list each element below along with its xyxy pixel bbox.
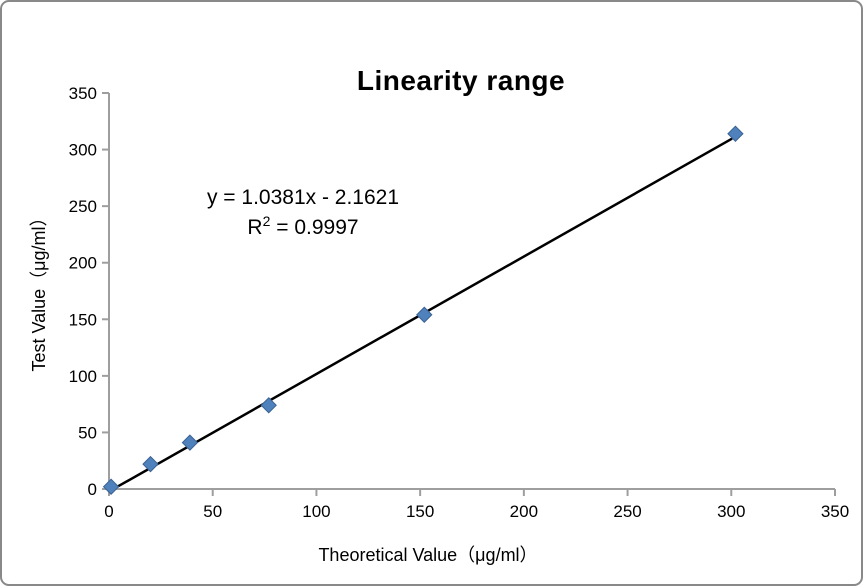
y-tick-label: 250 <box>69 197 97 216</box>
r-squared-exponent: 2 <box>262 213 271 229</box>
y-tick-label: 50 <box>78 423 97 442</box>
chart-title: Linearity range <box>356 65 566 96</box>
y-tick-label: 100 <box>69 367 97 386</box>
x-tick-label: 50 <box>203 502 222 521</box>
data-point-marker <box>142 455 159 473</box>
y-axis-title: Test Value（μg/ml） <box>29 208 49 372</box>
x-tick-label: 300 <box>717 502 745 521</box>
data-point-marker <box>181 434 199 451</box>
x-tick-label: 200 <box>510 502 538 521</box>
y-tick-label: 200 <box>69 254 97 273</box>
data-point-marker <box>260 397 277 414</box>
r-squared-base: R <box>247 216 263 239</box>
x-tick-label: 250 <box>613 502 641 521</box>
data-point-marker <box>727 125 744 142</box>
r-squared-value: = 0.9997 <box>270 216 359 239</box>
x-tick-label: 350 <box>821 502 849 521</box>
equation-line2: R2 = 0.9997 <box>153 213 453 243</box>
x-tick-label: 100 <box>302 502 330 521</box>
y-tick-label: 150 <box>69 310 97 329</box>
x-axis-title: Theoretical Value（μg/ml） <box>318 545 538 565</box>
x-tick-label: 150 <box>406 502 434 521</box>
x-tick-label: 0 <box>104 502 113 521</box>
trendline-equation: y = 1.0381x - 2.1621 R2 = 0.9997 <box>153 183 453 243</box>
y-tick-label: 300 <box>69 141 97 160</box>
data-point-marker <box>416 306 433 323</box>
data-point-marker <box>102 478 120 495</box>
y-tick-label: 350 <box>69 84 97 103</box>
equation-line1: y = 1.0381x - 2.1621 <box>206 186 400 209</box>
y-tick-label: 0 <box>88 480 97 499</box>
